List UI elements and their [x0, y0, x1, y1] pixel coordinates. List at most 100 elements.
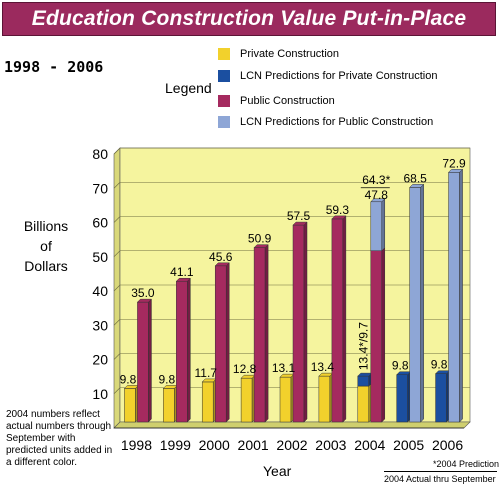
- bar-private-prediction: [396, 374, 408, 423]
- bar-private: [124, 388, 136, 423]
- x-tick-label: 1998: [121, 437, 152, 453]
- year-range: 1998 - 2006: [4, 58, 104, 76]
- x-tick-label: 2002: [276, 437, 307, 453]
- x-tick-label: 2006: [432, 437, 463, 453]
- bar-public: [292, 224, 305, 423]
- footnote-prediction: *2004 Prediction: [433, 459, 500, 469]
- legend-label-public-prediction: LCN Predictions for Public Construction: [240, 116, 434, 128]
- bar-public-side: [342, 215, 347, 423]
- title-banner: Education Construction Value Put-in-Plac…: [2, 2, 496, 36]
- gridline-side: [113, 353, 121, 360]
- bar-public-prediction-side: [420, 183, 424, 423]
- data-label-private: 9.8: [158, 372, 175, 386]
- x-axis-label: Year: [263, 463, 292, 479]
- y-tick-label: 60: [92, 215, 108, 231]
- bar-private: [318, 375, 331, 423]
- bar-public: [370, 250, 383, 423]
- gridline-side: [113, 147, 121, 155]
- y-tick-label: 30: [92, 317, 108, 333]
- legend-item-private: Private Construction: [218, 46, 339, 62]
- legend-item-public-prediction: LCN Predictions for Public Construction: [218, 114, 433, 130]
- bar-public-side: [225, 262, 230, 423]
- bar-public-side: [148, 298, 152, 423]
- bar-public-side: [303, 221, 308, 423]
- data-label-private: 9.8: [120, 372, 137, 386]
- data-label-public: 35.0: [131, 286, 155, 300]
- bar-public-prediction: [409, 187, 421, 423]
- bar-public-prediction-side: [459, 168, 463, 423]
- x-tick-label: 2005: [393, 437, 424, 453]
- data-label-private: 12.8: [233, 362, 257, 376]
- bar-public: [137, 301, 149, 423]
- footnote-divider: [384, 471, 497, 472]
- y-tick-label: 70: [92, 180, 108, 196]
- bar-public-side: [264, 244, 269, 423]
- bar-public-top: [292, 221, 308, 226]
- bar-private: [240, 377, 253, 423]
- legend-item-private-prediction: LCN Predictions for Private Construction: [218, 68, 437, 84]
- bar-private-prediction: [357, 375, 370, 387]
- data-label-private: 13.1: [272, 361, 296, 375]
- bar-public-prediction: [370, 201, 383, 252]
- bar-public: [331, 218, 344, 423]
- legend-swatch-public: [218, 95, 230, 107]
- y-tick-label: 40: [92, 283, 108, 299]
- legend-swatch-public-prediction: [218, 116, 230, 128]
- data-label-private: 9.8: [392, 359, 409, 373]
- gridline-side: [113, 250, 121, 257]
- y-tick-label: 10: [92, 386, 108, 402]
- data-label-private: 9.8: [431, 358, 448, 372]
- bar-public: [176, 280, 188, 423]
- x-tick-label: 2001: [238, 437, 269, 453]
- legend-label-public: Public Construction: [240, 95, 335, 107]
- y-axis-label-line: Billions: [23, 218, 69, 234]
- bar-public-top: [136, 298, 153, 303]
- y-axis-label: Billions of Dollars: [14, 216, 78, 276]
- y-tick-label: 50: [92, 249, 108, 265]
- bar-public-prediction-top: [409, 184, 425, 188]
- bar-public-prediction-side: [381, 198, 386, 252]
- bar-public-top: [253, 244, 269, 248]
- data-label-public: 45.6: [209, 250, 233, 264]
- bar-public: [214, 265, 227, 423]
- gridline-side: [113, 216, 121, 223]
- legend-item-public: Public Construction: [218, 93, 335, 109]
- data-label-public: 59.3: [326, 203, 350, 217]
- data-label-private: 11.7: [194, 366, 217, 380]
- legend-label-private-prediction: LCN Predictions for Private Construction: [240, 70, 438, 82]
- data-label-public: 50.9: [248, 232, 272, 246]
- data-label-public: 41.1: [170, 265, 194, 279]
- bar-public-top: [331, 215, 347, 220]
- plot-floor: [113, 421, 471, 429]
- data-label-public: 47.8: [365, 188, 389, 202]
- y-axis-label-line: Dollars: [24, 258, 68, 274]
- gridline-side: [113, 182, 121, 189]
- y-tick-label: 20: [92, 352, 108, 368]
- data-label-public: 57.5: [287, 209, 311, 223]
- legend-label-private: Private Construction: [240, 48, 340, 60]
- x-tick-label: 2003: [315, 437, 346, 453]
- bar-public-top: [214, 262, 230, 267]
- bar-private: [279, 376, 292, 423]
- x-tick-label: 1999: [160, 437, 191, 453]
- legend-swatch-private: [218, 48, 230, 60]
- footnote-actual: 2004 Actual thru September: [384, 474, 496, 484]
- x-tick-label: 2000: [199, 437, 230, 453]
- bar-public-prediction: [448, 172, 460, 423]
- legend-swatch-private-prediction: [218, 70, 230, 82]
- data-label-public-prediction: 68.5: [403, 171, 427, 185]
- data-note: 2004 numbers reflect actual numbers thro…: [6, 409, 113, 468]
- y-tick-label: 80: [92, 146, 108, 162]
- bar-public-prediction-top: [370, 198, 386, 203]
- bar-public-side: [381, 247, 386, 423]
- gridline-side: [113, 387, 121, 394]
- y-axis-label-line: of: [40, 238, 52, 254]
- bar-private: [357, 385, 370, 423]
- data-label-public-prediction: 72.9: [442, 156, 466, 170]
- bar-private-prediction: [435, 373, 447, 423]
- data-label-private: 13.4*/9.7: [356, 322, 370, 370]
- bar-public-top: [175, 277, 191, 282]
- data-label-private: 13.4: [311, 360, 335, 374]
- bar-public-side: [187, 277, 191, 423]
